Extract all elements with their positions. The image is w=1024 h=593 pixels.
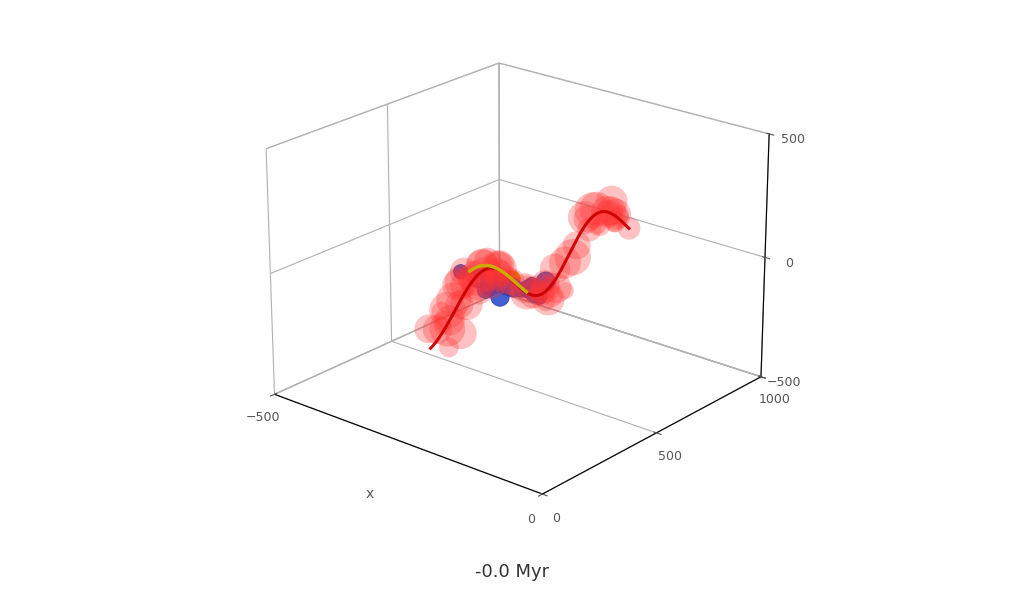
Text: -0.0 Myr: -0.0 Myr [475,563,549,581]
X-axis label: x: x [366,487,374,501]
